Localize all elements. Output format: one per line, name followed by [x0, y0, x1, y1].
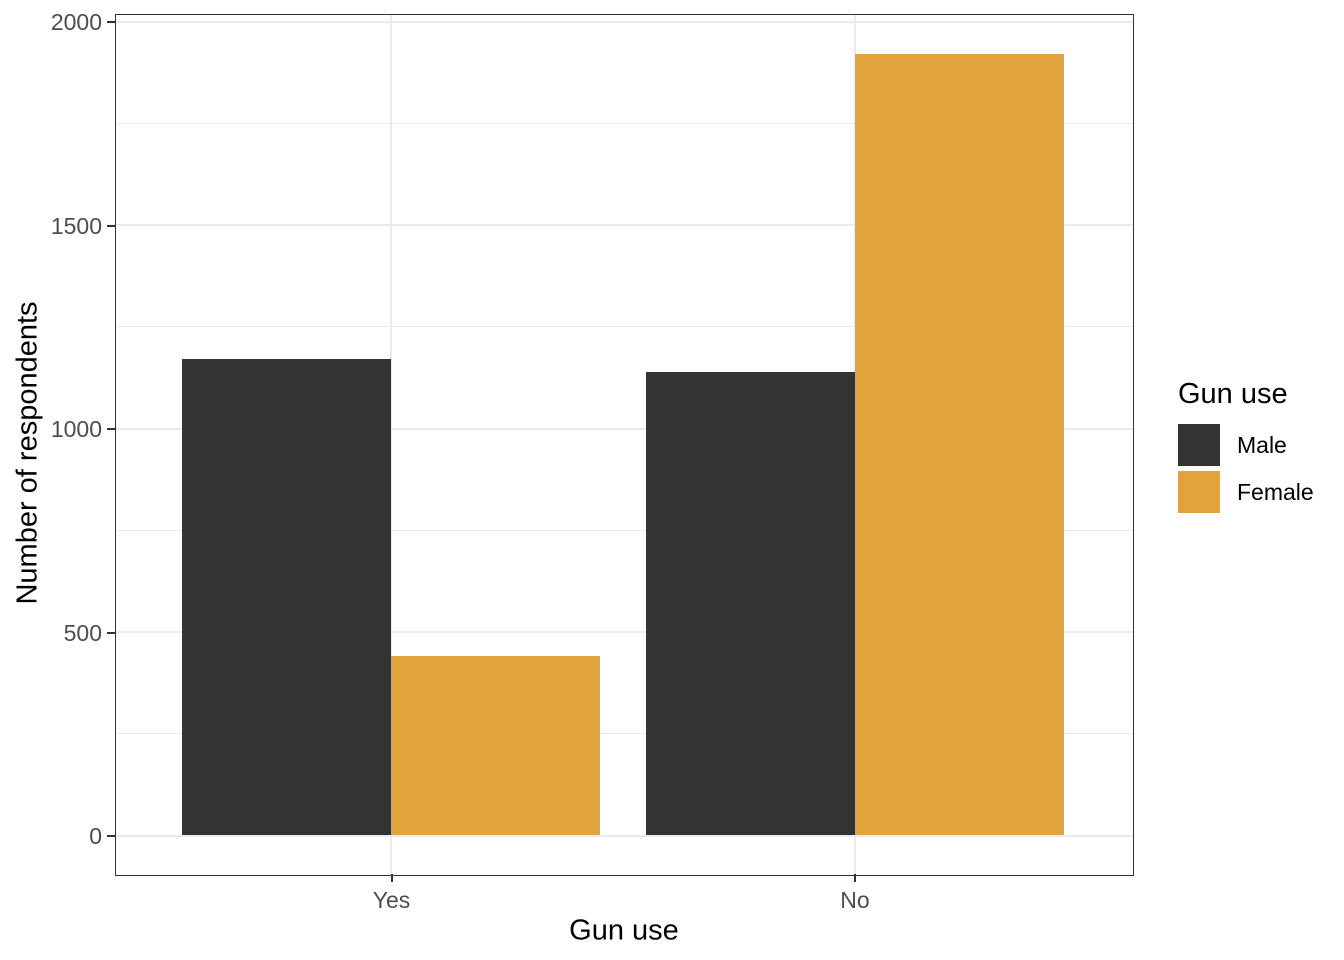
legend-label-male: Male [1237, 431, 1287, 458]
legend: Gun use Male Female [1178, 378, 1314, 518]
x-tick-label: Yes [372, 887, 411, 913]
y-tick-mark [107, 224, 115, 227]
bar-yes-female [391, 656, 600, 836]
gridline-major-y [115, 834, 1133, 837]
y-tick-label: 1500 [50, 212, 102, 239]
legend-entry-female: Female [1178, 471, 1314, 513]
x-tick-mark [854, 874, 856, 882]
gridline-major-y [115, 224, 1133, 226]
legend-label-female: Female [1237, 478, 1314, 505]
y-tick-label: 0 [89, 823, 102, 849]
legend-swatch-male-icon [1178, 424, 1220, 466]
y-tick-label: 1000 [50, 416, 102, 442]
y-axis-title: Number of respondents [11, 301, 44, 605]
legend-swatch-female-icon [1178, 471, 1220, 513]
y-tick-mark [107, 631, 115, 634]
y-tick-mark [107, 428, 115, 430]
gridline-major-x [390, 14, 392, 875]
bar-yes-male [182, 359, 391, 836]
x-tick-label: No [840, 887, 870, 913]
y-tick-label: 2000 [50, 9, 102, 35]
gridline-minor-y [115, 733, 1133, 735]
plot-panel [114, 13, 1134, 876]
bar-no-female [854, 54, 1064, 836]
y-tick-mark [107, 835, 115, 837]
x-tick-mark [390, 874, 393, 882]
legend-title: Gun use [1178, 378, 1288, 410]
gridline-major-y [115, 427, 1133, 430]
gridline-minor-y [115, 326, 1133, 328]
y-tick-label: 500 [63, 619, 102, 646]
gridline-major-y [115, 20, 1133, 23]
gridline-minor-y [115, 122, 1133, 124]
gridline-minor-y [115, 529, 1133, 531]
gridline-major-y [115, 631, 1133, 633]
bar-no-male [645, 371, 855, 836]
legend-entry-male: Male [1178, 424, 1314, 466]
y-tick-mark [107, 21, 115, 23]
x-axis-title: Gun use [569, 914, 679, 947]
